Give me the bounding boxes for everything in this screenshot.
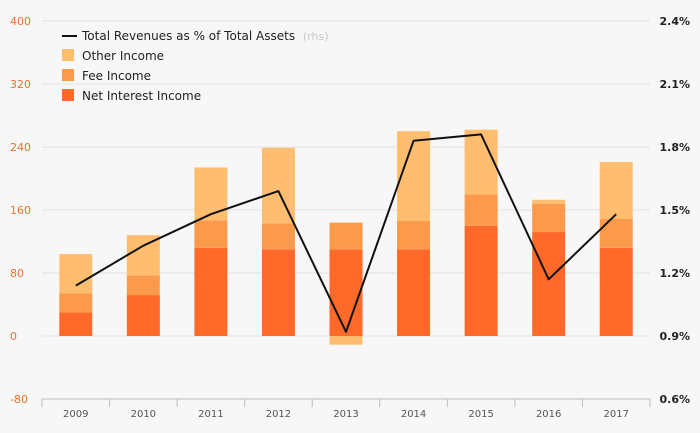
- bar-fee-income-2015: [464, 194, 498, 226]
- y-left-tick-label: 80: [10, 267, 24, 280]
- x-tick-label: 2014: [401, 409, 426, 420]
- legend-label-other-income: Other Income: [82, 49, 164, 63]
- bar-other-income-2012: [261, 147, 295, 224]
- legend-swatch-net-interest-income: [62, 89, 74, 101]
- x-tick-label: 2015: [468, 409, 493, 420]
- bar-other-income-2017: [599, 161, 633, 219]
- legend: Total Revenues as % of Total Assets (rhs…: [62, 29, 329, 103]
- axes: -80 0 80 160 240 320 400 0.6% 0.9% 1.2% 1.5% 1.8% 2.…: [10, 15, 690, 420]
- bar-fee-income-2010: [126, 275, 160, 296]
- bar-other-income-2010: [126, 235, 160, 276]
- bar-other-income-2011: [194, 167, 228, 221]
- legend-line-suffix: (rhs): [303, 30, 329, 43]
- bar-fee-income-2011: [194, 220, 228, 248]
- bar-net-interest-income-2012: [261, 249, 295, 336]
- bar-other-income-2013: [329, 336, 363, 345]
- bar-fee-income-2009: [59, 293, 93, 313]
- line-total-revenues-pct: [75, 133, 617, 333]
- bar-net-interest-income-2009: [59, 312, 93, 336]
- legend-swatch-fee-income: [62, 69, 74, 81]
- x-tick-label: 2012: [266, 409, 291, 420]
- bars: [59, 129, 633, 345]
- bar-fee-income-2012: [261, 223, 295, 250]
- bar-other-income-2015: [464, 129, 498, 195]
- y-right-tick-label: 2.1%: [659, 78, 690, 91]
- y-right-tick-label: 1.5%: [659, 204, 690, 217]
- bar-fee-income-2017: [599, 218, 633, 248]
- y-right-tick-label: 1.2%: [659, 267, 690, 280]
- x-tick-label: 2013: [333, 409, 358, 420]
- x-tick-label: 2016: [536, 409, 561, 420]
- y-left-tick-label: -80: [10, 393, 28, 406]
- legend-swatch-other-income: [62, 49, 74, 61]
- y-left-tick-label: 160: [10, 204, 31, 217]
- y-left-tick-label: 0: [10, 330, 17, 343]
- bar-net-interest-income-2011: [194, 247, 228, 336]
- y-right-tick-label: 1.8%: [659, 141, 690, 154]
- bar-net-interest-income-2015: [464, 225, 498, 336]
- bar-net-interest-income-2010: [126, 295, 160, 336]
- legend-line-label: Total Revenues as % of Total Assets (rhs…: [81, 29, 329, 43]
- y-left-tick-label: 400: [10, 15, 31, 28]
- y-left-tick-label: 320: [10, 78, 31, 91]
- bar-fee-income-2013: [329, 222, 363, 250]
- legend-label-fee-income: Fee Income: [82, 69, 151, 83]
- bar-net-interest-income-2014: [397, 249, 431, 336]
- y-right-tick-label: 0.6%: [659, 393, 690, 406]
- y-left-tick-label: 240: [10, 141, 31, 154]
- bar-net-interest-income-2017: [599, 247, 633, 336]
- legend-line-name: Total Revenues as % of Total Assets: [81, 29, 295, 43]
- bar-net-interest-income-2016: [532, 232, 566, 336]
- y-right-tick-label: 2.4%: [659, 15, 690, 28]
- x-tick-label: 2017: [603, 409, 628, 420]
- y-right-tick-label: 0.9%: [659, 330, 690, 343]
- x-tick-label: 2010: [131, 409, 156, 420]
- x-tick-label: 2011: [198, 409, 223, 420]
- bar-fee-income-2014: [397, 221, 431, 250]
- line-series: [75, 133, 617, 333]
- legend-label-net-interest-income: Net Interest Income: [82, 89, 201, 103]
- bar-other-income-2009: [59, 254, 93, 294]
- bar-fee-income-2016: [532, 203, 566, 233]
- bar-net-interest-income-2013: [329, 249, 363, 336]
- bar-other-income-2016: [532, 199, 566, 204]
- bar-other-income-2014: [397, 131, 431, 222]
- x-tick-label: 2009: [63, 409, 88, 420]
